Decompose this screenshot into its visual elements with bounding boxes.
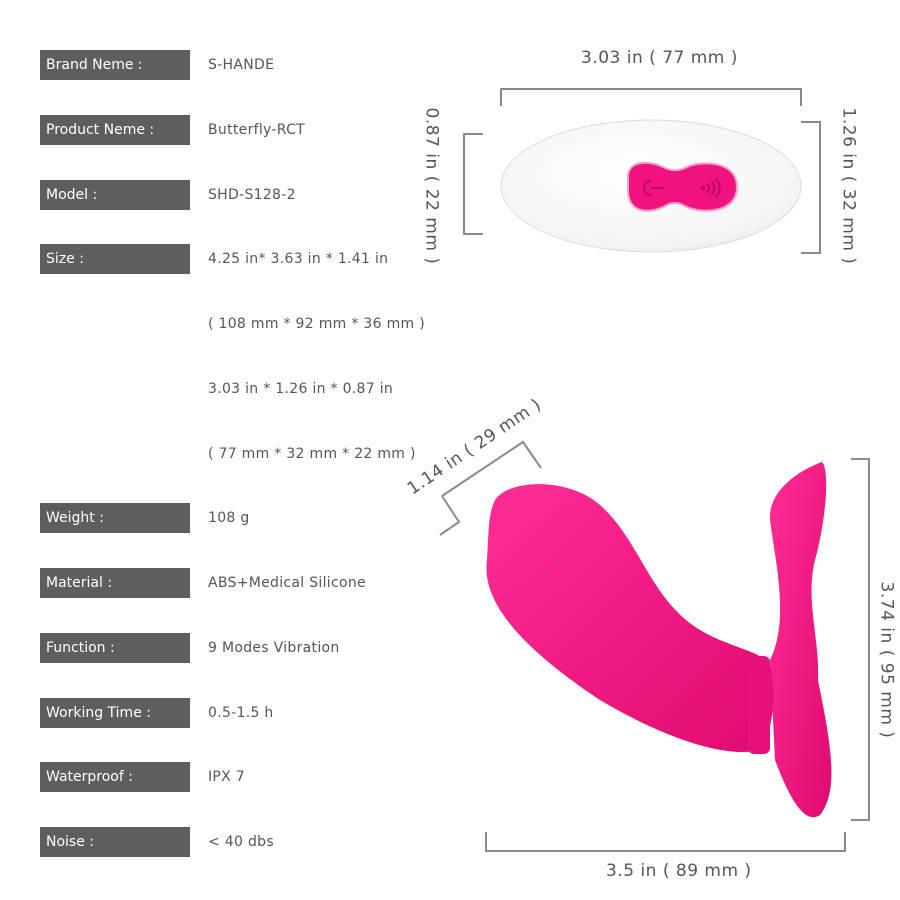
remote-depth-dimension: 0.87 in ( 22 mm ) <box>421 107 442 265</box>
power-icon <box>643 180 663 196</box>
spec-label-size: Size : <box>40 244 190 274</box>
spec-label-noise: Noise : <box>40 827 190 857</box>
spec-label-model: Model : <box>40 180 190 210</box>
spec-value-size: 4.25 in* 3.63 in * 1.41 in <box>208 251 389 267</box>
remote-height-dimension: 1.26 in ( 32 mm ) <box>838 107 859 265</box>
spec-label-waterproof: Waterproof : <box>40 762 190 792</box>
toy-image <box>486 462 832 818</box>
spec-value-weight: 108 g <box>208 510 250 526</box>
spec-value-remote-size: 3.03 in * 1.26 in * 0.87 in <box>208 381 394 397</box>
remote-width-dimension: 3.03 in ( 77 mm ) <box>581 48 738 68</box>
spec-label-working-time: Working Time : <box>40 698 190 728</box>
toy-height-dimension: 3.74 in ( 95 mm ) <box>876 581 897 739</box>
spec-label-function: Function : <box>40 633 190 663</box>
spec-value-function: 9 Modes Vibration <box>208 640 340 656</box>
toy-width-dimension: 3.5 in ( 89 mm ) <box>606 861 752 881</box>
spec-label-material: Material : <box>40 568 190 598</box>
dimension-brackets <box>439 88 870 852</box>
spec-value-size-mm: ( 108 mm * 92 mm * 36 mm ) <box>208 316 425 332</box>
spec-label-brand: Brand Neme : <box>40 50 190 80</box>
spec-value-waterproof: IPX 7 <box>208 769 246 785</box>
spec-label-product: Product Neme : <box>40 115 190 145</box>
wireless-icon <box>700 177 721 199</box>
spec-label-weight: Weight : <box>40 503 190 533</box>
spec-value-model: SHD-S128-2 <box>208 187 296 203</box>
spec-value-product: Butterfly-RCT <box>208 122 305 138</box>
remote-button <box>627 161 739 212</box>
spec-value-material: ABS+Medical Silicone <box>208 575 366 591</box>
spec-value-noise: < 40 dbs <box>208 834 274 850</box>
spec-value-remote-size-mm: ( 77 mm * 32 mm * 22 mm ) <box>208 446 416 462</box>
remote-control-image <box>500 119 802 253</box>
spec-value-working-time: 0.5-1.5 h <box>208 705 274 721</box>
spec-value-brand: S-HANDE <box>208 57 275 73</box>
